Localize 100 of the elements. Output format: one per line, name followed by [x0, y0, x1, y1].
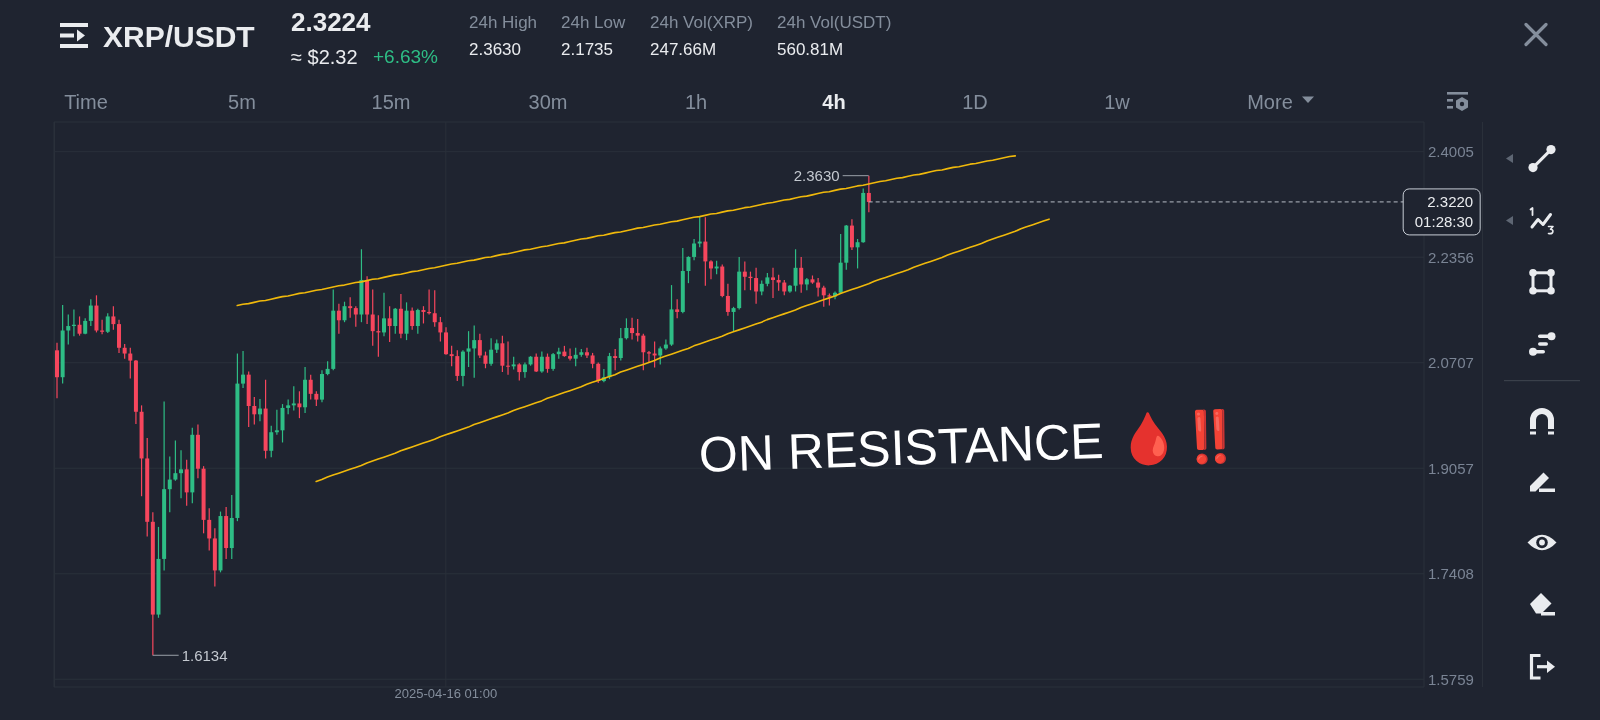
text: 2.3224	[291, 7, 371, 39]
candlestick	[500, 335, 505, 373]
y-tick-label: 2.4005	[1428, 143, 1474, 161]
candlestick	[128, 347, 133, 380]
candlestick	[596, 361, 601, 384]
candlestick	[849, 218, 854, 251]
ref-line-label: 2.3220	[1427, 193, 1474, 211]
candlestick	[274, 409, 279, 436]
text: +6.63%	[373, 45, 438, 69]
text: 2.3630	[469, 39, 521, 61]
candlestick	[821, 285, 826, 308]
candlestick	[342, 301, 347, 323]
candlestick	[370, 288, 375, 347]
candlestick	[410, 306, 415, 331]
candlestick	[477, 333, 482, 359]
candlestick	[382, 292, 386, 337]
text: 1h	[684, 90, 708, 114]
text: 560.81M	[777, 39, 844, 61]
candlestick	[348, 296, 353, 319]
annotation: 1.6134	[181, 646, 228, 664]
candlestick	[675, 298, 680, 319]
candlestick	[646, 350, 651, 364]
candlestick	[336, 303, 341, 335]
candlestick	[618, 327, 623, 362]
x-tick-label: 2025-04-16 01:00	[394, 686, 498, 702]
candlestick	[607, 352, 612, 380]
candlestick	[88, 298, 93, 327]
candlestick	[630, 317, 635, 341]
candlestick	[754, 267, 759, 305]
chart-title: XRP/USDT	[103, 20, 255, 54]
candlestick	[725, 283, 730, 317]
candlestick	[793, 248, 798, 293]
candlestick	[241, 350, 246, 389]
candlestick	[539, 351, 544, 374]
candlestick	[393, 307, 398, 335]
candlestick	[708, 259, 713, 280]
candlestick	[207, 507, 212, 552]
text: 1D	[962, 90, 988, 114]
candlestick	[291, 385, 296, 412]
candlestick	[297, 390, 302, 419]
candlestick	[731, 306, 736, 332]
candlestick	[387, 305, 392, 343]
text: 15m	[371, 90, 411, 114]
candlestick	[506, 340, 511, 376]
annotation: 01:28:30	[1414, 213, 1474, 231]
text: More	[1247, 90, 1293, 114]
candlestick	[641, 333, 646, 371]
candlestick	[269, 425, 274, 458]
candlestick	[432, 289, 437, 328]
text: 24h Low	[561, 12, 626, 34]
candlestick	[534, 352, 539, 373]
candlestick	[404, 301, 409, 341]
text: 5m	[228, 90, 256, 114]
candlestick	[252, 396, 257, 426]
candlestick	[703, 216, 708, 287]
candlestick	[77, 315, 82, 337]
candlestick	[455, 349, 460, 382]
candlestick	[308, 374, 313, 401]
candlestick	[799, 256, 804, 294]
candlestick	[855, 238, 860, 270]
text: Time	[64, 90, 108, 114]
candlestick	[466, 330, 471, 368]
candlestick	[568, 347, 573, 362]
candlestick	[742, 260, 747, 291]
y-tick-label: 1.7408	[1428, 565, 1474, 583]
candlestick	[816, 277, 821, 298]
text: 24h Vol(XRP)	[650, 12, 753, 34]
candlestick	[438, 316, 443, 342]
candlestick	[489, 337, 494, 367]
candlestick	[584, 347, 589, 359]
text: 4h	[822, 90, 846, 114]
candlestick	[117, 319, 122, 354]
candlestick	[444, 326, 449, 356]
candlestick	[624, 317, 629, 341]
y-tick-label: 1.9057	[1428, 459, 1474, 477]
text: 247.66M	[650, 39, 717, 61]
candlestick	[771, 267, 776, 299]
candlestick	[613, 348, 618, 371]
candlestick	[280, 403, 285, 444]
candlestick	[184, 459, 189, 507]
annotation: 2.3630	[793, 166, 840, 184]
text: ≈ $2.32	[291, 45, 358, 69]
candlestick	[111, 305, 116, 331]
candlestick	[167, 455, 172, 513]
y-tick-label: 2.2356	[1428, 248, 1474, 266]
candlestick	[472, 324, 477, 379]
y-tick-label: 1.5759	[1428, 670, 1474, 688]
candlestick	[692, 238, 697, 261]
candlestick	[179, 449, 184, 499]
candlestick	[66, 313, 71, 346]
text: 2.1735	[561, 39, 613, 61]
text: 24h High	[469, 12, 538, 34]
candlestick	[545, 352, 550, 374]
annotation: ON RESISTANCE 🩸‼	[697, 407, 1243, 485]
candlestick	[105, 312, 110, 334]
candlestick	[573, 347, 578, 367]
candlestick	[353, 305, 358, 328]
text: 24h Vol(USDT)	[777, 12, 892, 34]
text: 30m	[528, 90, 568, 114]
candlestick	[415, 308, 420, 335]
